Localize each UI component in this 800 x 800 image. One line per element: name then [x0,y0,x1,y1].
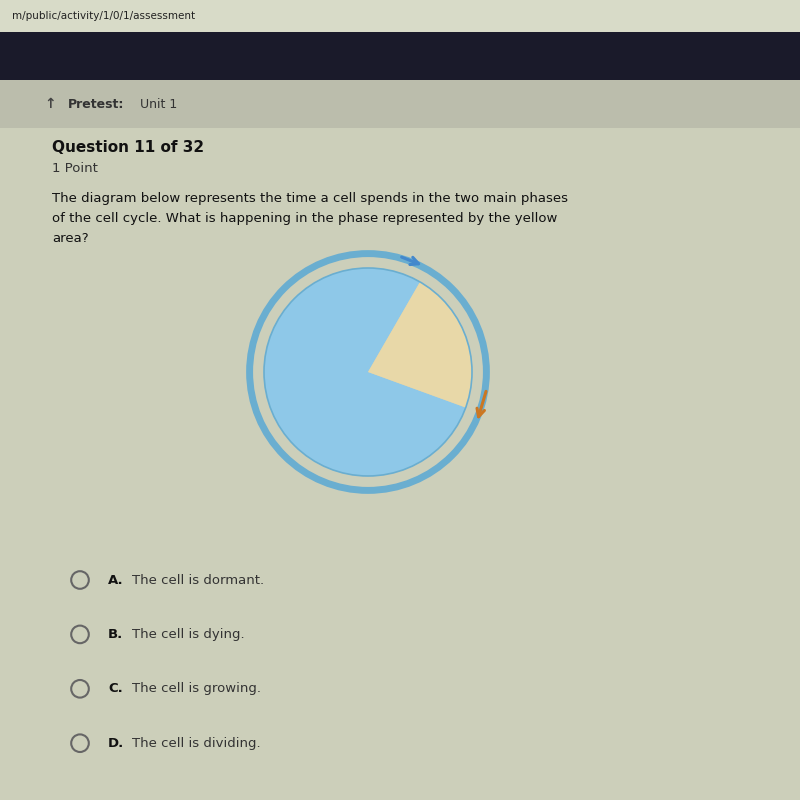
Text: A.: A. [108,574,124,586]
Wedge shape [368,282,472,407]
Text: m/public/activity/1/0/1/assessment: m/public/activity/1/0/1/assessment [12,11,195,21]
FancyBboxPatch shape [0,0,800,32]
Text: The cell is dying.: The cell is dying. [132,628,245,641]
Text: Question 11 of 32: Question 11 of 32 [52,141,204,155]
Text: of the cell cycle. What is happening in the phase represented by the yellow: of the cell cycle. What is happening in … [52,212,558,225]
Text: ↑: ↑ [44,97,56,111]
Text: The diagram below represents the time a cell spends in the two main phases: The diagram below represents the time a … [52,192,568,205]
Text: D.: D. [108,737,124,750]
FancyBboxPatch shape [0,128,800,800]
Text: Pretest:: Pretest: [68,98,124,110]
FancyBboxPatch shape [0,80,800,128]
Text: The cell is dividing.: The cell is dividing. [132,737,261,750]
Text: The cell is dormant.: The cell is dormant. [132,574,264,586]
Text: The cell is growing.: The cell is growing. [132,682,261,695]
Text: B.: B. [108,628,123,641]
Wedge shape [264,268,466,476]
FancyBboxPatch shape [0,32,800,80]
Text: Unit 1: Unit 1 [140,98,178,110]
Text: C.: C. [108,682,122,695]
Text: area?: area? [52,232,89,245]
Text: 1 Point: 1 Point [52,162,98,174]
